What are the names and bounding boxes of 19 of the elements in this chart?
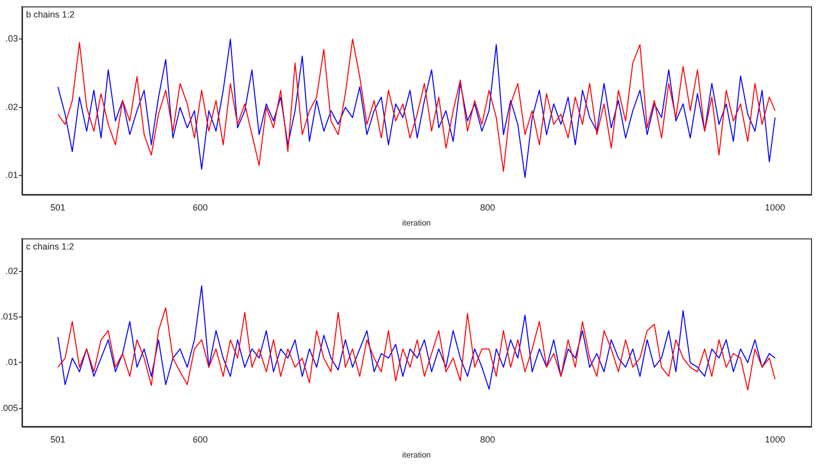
chart-title: c chains 1:2 bbox=[26, 241, 74, 252]
y-tick-label: .02 bbox=[5, 266, 18, 276]
x-tick-label: 1000 bbox=[765, 202, 786, 212]
x-axis-title: iteration bbox=[402, 218, 431, 228]
x-tick-label: 501 bbox=[50, 202, 66, 212]
x-tick-label: 800 bbox=[480, 434, 496, 444]
x-axis-title: iteration bbox=[402, 450, 431, 460]
y-tick-label: .01 bbox=[5, 170, 18, 180]
x-tick-label: 600 bbox=[192, 202, 208, 212]
y-tick-label: .03 bbox=[5, 34, 18, 44]
y-tick-label: .02 bbox=[5, 102, 18, 112]
x-tick-label: 800 bbox=[480, 202, 496, 212]
y-tick-label: .005 bbox=[0, 402, 18, 413]
x-tick-label: 1000 bbox=[765, 434, 786, 444]
x-tick-label: 501 bbox=[50, 434, 66, 444]
y-tick-label: .01 bbox=[5, 357, 18, 368]
y-tick-label: .015 bbox=[0, 311, 18, 322]
chart-title: b chains 1:2 bbox=[26, 9, 75, 20]
x-tick-label: 600 bbox=[192, 434, 208, 444]
